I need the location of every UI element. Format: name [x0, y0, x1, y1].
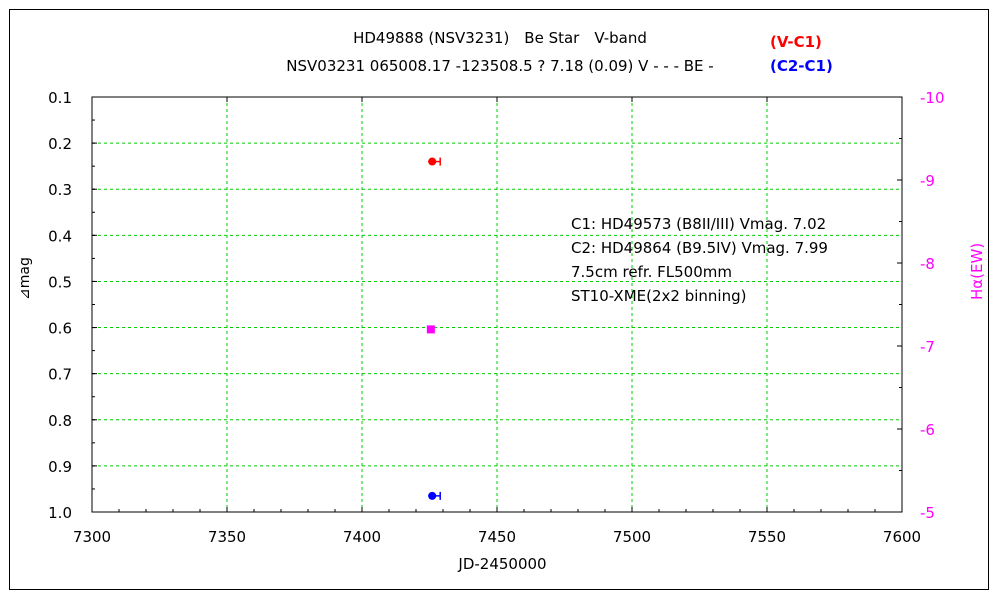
data-point-c2-c1	[428, 491, 437, 500]
chart-subtitle: NSV03231 065008.17 -123508.5 ? 7.18 (0.0…	[286, 57, 714, 75]
y-right-tick-label: -6	[920, 421, 935, 439]
y-right-tick-label: -9	[920, 172, 935, 190]
legend-c2-c1: (C2-C1)	[770, 57, 833, 75]
y-right-tick-label: -8	[920, 255, 935, 273]
y-axis-right-label: Hα(EW)	[968, 242, 986, 300]
y-left-tick-label: 0.1	[48, 89, 72, 107]
y-left-tick-label: 0.4	[48, 227, 72, 245]
x-tick-label: 7550	[748, 528, 786, 546]
y-left-tick-label: 0.6	[48, 320, 72, 338]
y-right-tick-label: -10	[920, 89, 945, 107]
x-axis-label: JD-2450000	[458, 555, 547, 573]
x-tick-label: 7600	[883, 528, 921, 546]
y-left-tick-label: 0.7	[48, 366, 72, 384]
annotation-c1: C1: HD49573 (B8II/III) Vmag. 7.02	[571, 215, 827, 233]
y-left-tick-label: 0.2	[48, 135, 72, 153]
y-right-tick-label: -5	[920, 504, 935, 522]
legend-v-c1: (V-C1)	[770, 33, 822, 51]
chart-title: HD49888 (NSV3231) Be Star V-band	[353, 29, 647, 47]
x-tick-label: 7350	[208, 528, 246, 546]
y-axis-left-label: ⊿mag	[17, 257, 33, 300]
chart-frame	[9, 9, 989, 590]
y-right-tick-label: -7	[920, 338, 935, 356]
y-left-tick-label: 0.5	[48, 273, 72, 291]
annotation-telescope: 7.5cm refr. FL500mm	[571, 263, 732, 281]
data-point-v-c1	[428, 157, 437, 166]
x-tick-label: 7500	[613, 528, 651, 546]
annotation-c2: C2: HD49864 (B9.5IV) Vmag. 7.99	[571, 239, 828, 257]
y-left-tick-label: 1.0	[48, 504, 72, 522]
y-left-tick-label: 0.9	[48, 458, 72, 476]
x-tick-label: 7400	[343, 528, 381, 546]
y-left-tick-label: 0.3	[48, 181, 72, 199]
data-point-halpha	[426, 325, 435, 334]
x-tick-label: 7450	[478, 528, 516, 546]
annotation-camera: ST10-XME(2x2 binning)	[571, 287, 747, 305]
x-tick-label: 7300	[73, 528, 111, 546]
y-left-tick-label: 0.8	[48, 412, 72, 430]
